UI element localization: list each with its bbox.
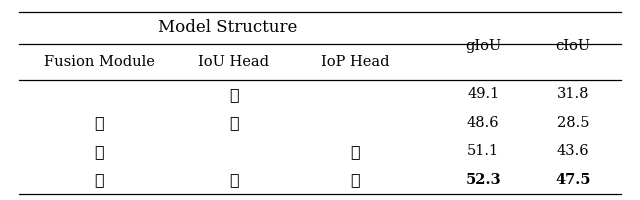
Text: ✓: ✓ [228,171,239,188]
Text: ✓: ✓ [228,86,239,103]
Text: 47.5: 47.5 [555,173,591,187]
Text: ✓: ✓ [350,171,360,188]
Text: IoP Head: IoP Head [321,55,390,69]
Text: ✓: ✓ [228,114,239,131]
Text: cIoU: cIoU [556,39,590,53]
Text: 31.8: 31.8 [557,87,589,101]
Text: 49.1: 49.1 [467,87,499,101]
Text: ✓: ✓ [94,143,104,160]
Text: Fusion Module: Fusion Module [44,55,155,69]
Text: Model Structure: Model Structure [157,20,297,36]
Text: ✓: ✓ [94,171,104,188]
Text: 48.6: 48.6 [467,116,499,130]
Text: 52.3: 52.3 [465,173,501,187]
Text: IoU Head: IoU Head [198,55,269,69]
Text: 43.6: 43.6 [557,144,589,158]
Text: 28.5: 28.5 [557,116,589,130]
Text: ✓: ✓ [94,114,104,131]
Text: ✓: ✓ [350,143,360,160]
Text: 51.1: 51.1 [467,144,499,158]
Text: gIoU: gIoU [465,39,501,53]
